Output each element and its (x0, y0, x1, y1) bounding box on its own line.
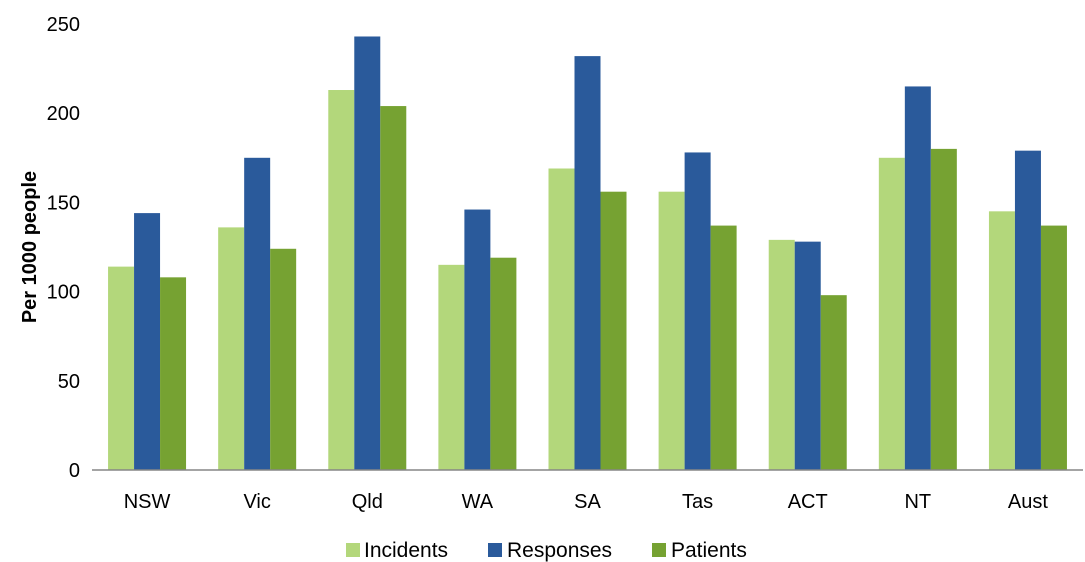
bar-incidents-wa (438, 264, 465, 470)
legend-label-incidents: Incidents (364, 539, 448, 562)
y-tick-label: 100 (47, 282, 80, 304)
bar-responses-vic (244, 157, 271, 471)
x-tick-label: Vic (243, 491, 270, 513)
bar-responses-tas (684, 152, 711, 470)
y-axis-title: Per 1000 people (19, 171, 41, 323)
y-tick-label: 250 (47, 14, 80, 36)
legend-swatch-patients (652, 543, 666, 557)
x-tick-label: NT (904, 491, 931, 513)
y-axis-ticks: 0 50 100 150 200 250 (47, 14, 80, 482)
bars (108, 36, 1067, 471)
bar-patients-qld (380, 106, 407, 471)
x-tick-label: Tas (682, 491, 713, 513)
y-tick-label: 50 (58, 371, 80, 393)
bar-patients-tas (710, 225, 737, 470)
x-axis-ticks: NSW Vic Qld WA SA Tas ACT NT Aust (124, 491, 1049, 513)
y-tick-label: 200 (47, 103, 80, 125)
legend-label-patients: Patients (671, 539, 747, 562)
bar-responses-qld (354, 36, 381, 470)
bar-responses-act (794, 241, 821, 470)
bar-patients-vic (270, 248, 297, 470)
x-tick-label: ACT (788, 491, 828, 513)
bar-incidents-nt (878, 157, 905, 471)
bar-patients-sa (600, 191, 627, 471)
bar-responses-nsw (134, 213, 161, 470)
x-tick-label: WA (462, 491, 494, 513)
x-tick-label: NSW (124, 491, 171, 513)
bar-incidents-aust (988, 211, 1015, 470)
bar-incidents-qld (328, 90, 355, 471)
x-tick-label: Aust (1008, 491, 1048, 513)
bar-patients-act (820, 295, 847, 470)
legend-swatch-incidents (346, 543, 360, 557)
bar-incidents-nsw (108, 266, 135, 470)
legend-label-responses: Responses (507, 539, 612, 562)
bar-incidents-act (768, 239, 795, 470)
bar-patients-nt (930, 148, 957, 470)
y-tick-label: 150 (47, 192, 80, 214)
x-tick-label: Qld (352, 491, 383, 513)
x-tick-label: SA (574, 491, 601, 513)
bar-incidents-sa (548, 168, 575, 470)
legend-swatch-responses (488, 543, 502, 557)
bar-patients-aust (1040, 225, 1067, 470)
bar-incidents-tas (658, 191, 685, 471)
bar-responses-aust (1014, 150, 1041, 470)
bar-responses-nt (904, 86, 931, 470)
bar-patients-nsw (160, 277, 187, 470)
y-tick-label: 0 (69, 460, 80, 482)
bar-patients-wa (490, 257, 517, 470)
bar-responses-sa (574, 56, 601, 470)
legend: Incidents Responses Patients (346, 539, 747, 562)
bar-incidents-vic (218, 227, 245, 470)
bar-responses-wa (464, 209, 491, 470)
